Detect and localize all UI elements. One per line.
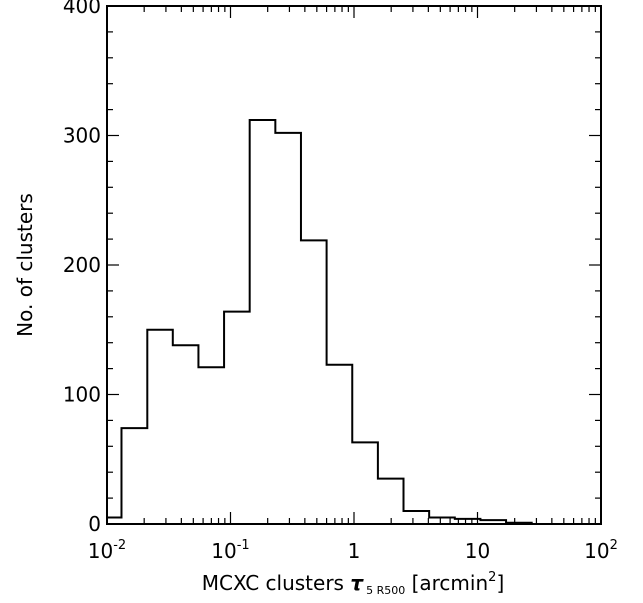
y-tick-label: 100: [63, 383, 101, 407]
x-axis-title-unit-sup: 2: [488, 570, 496, 585]
y-tick-label: 300: [63, 124, 101, 148]
y-axis-title: No. of clusters: [13, 193, 37, 337]
x-axis-title-unit-open: [arcmin: [405, 571, 488, 595]
x-axis-title-unit-close: ]: [496, 571, 504, 595]
histogram-outline: [106, 118, 533, 524]
y-tick-labels: 0 100 200 300 400: [63, 0, 101, 536]
plot-frame: [106, 5, 602, 525]
x-tick-label: 10-1: [211, 538, 249, 563]
x-axis-title-symbol: τ: [350, 571, 364, 595]
y-tick-label: 400: [63, 0, 101, 18]
x-axis-title-prefix: MCXC clusters: [202, 571, 351, 595]
x-tick-labels: 10-2 10-1 1 10 102: [88, 538, 618, 563]
y-tick-label: 0: [88, 512, 101, 536]
tick-marks: [106, 5, 602, 525]
x-axis-title-subscript: 5 R500: [366, 584, 405, 597]
y-tick-label: 200: [63, 253, 101, 277]
x-tick-label: 102: [584, 538, 618, 563]
x-tick-label: 10-2: [88, 538, 126, 563]
x-tick-label: 10: [465, 539, 490, 563]
x-tick-label: 1: [348, 539, 361, 563]
